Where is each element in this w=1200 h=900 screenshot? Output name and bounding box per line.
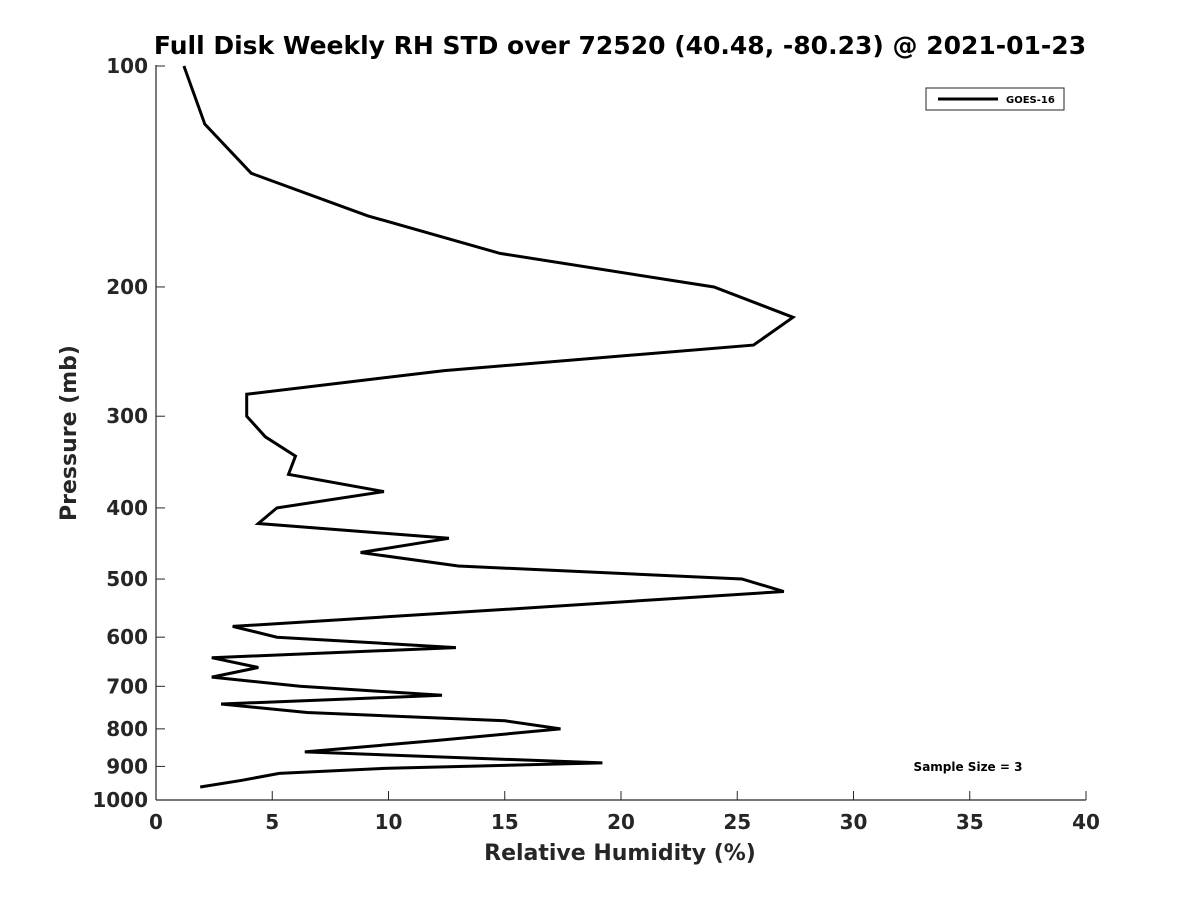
y-tick-label: 700 [106,674,148,698]
y-tick-label: 500 [106,567,148,591]
x-tick-label: 40 [1072,810,1100,834]
x-tick-label: 35 [956,810,984,834]
y-tick-label: 600 [106,625,148,649]
chart-title: Full Disk Weekly RH STD over 72520 (40.4… [154,31,1086,60]
x-axis-ticks: 0 5 10 15 20 25 30 35 40 [149,791,1100,834]
x-tick-label: 30 [840,810,868,834]
y-tick-label: 400 [106,496,148,520]
x-axis-label: Relative Humidity (%) [484,841,756,866]
x-tick-label: 25 [723,810,751,834]
legend-label-goes-16: GOES-16 [1006,95,1055,106]
y-tick-label: 200 [106,275,148,299]
y-tick-label: 100 [106,54,148,78]
series-line-goes-16 [182,65,797,789]
y-axis-label: Pressure (mb) [57,345,82,521]
sample-size-annotation: Sample Size = 3 [914,760,1023,774]
y-tick-label: 1000 [92,788,148,812]
x-tick-label: 15 [491,810,519,834]
plot-axes [155,65,1086,801]
x-tick-label: 10 [375,810,403,834]
x-tick-label: 0 [149,810,163,834]
y-axis-ticks: 100 200 300 400 500 600 700 800 900 1000 [92,54,165,812]
x-tick-label: 5 [265,810,279,834]
x-tick-label: 20 [607,810,635,834]
series-layer [182,65,797,789]
y-tick-label: 300 [106,404,148,428]
legend: GOES-16 [925,87,1065,111]
y-tick-label: 900 [106,754,148,778]
y-tick-label: 800 [106,717,148,741]
